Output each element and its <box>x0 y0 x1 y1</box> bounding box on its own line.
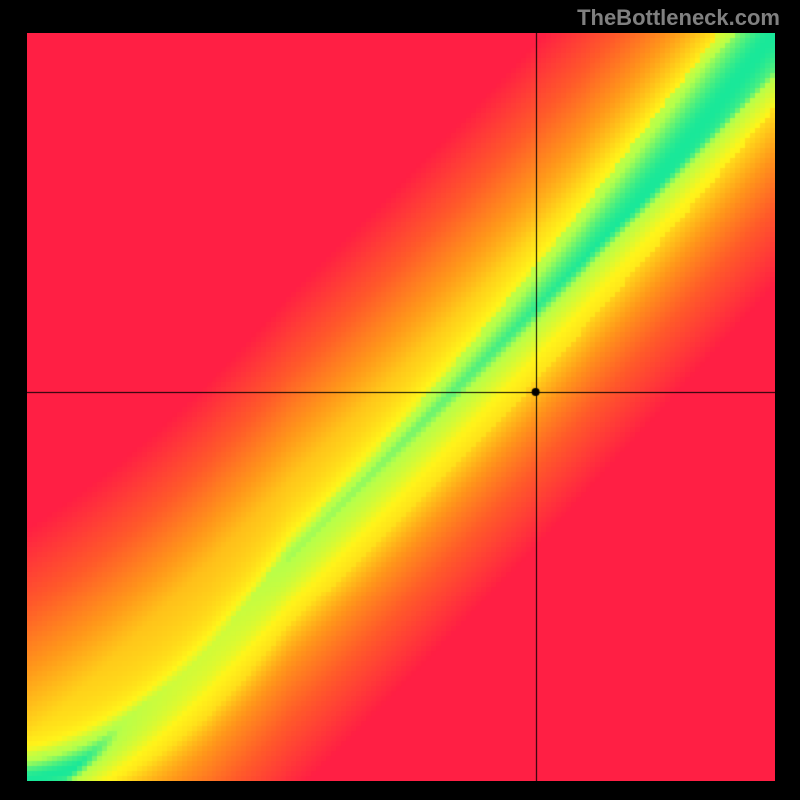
site-watermark: TheBottleneck.com <box>577 5 780 31</box>
chart-stage: TheBottleneck.com <box>0 0 800 800</box>
crosshair-overlay <box>27 33 775 781</box>
